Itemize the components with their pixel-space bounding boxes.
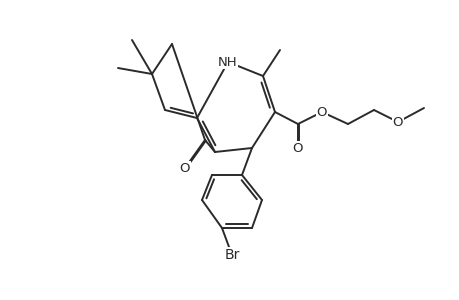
Text: O: O	[392, 116, 403, 128]
Text: O: O	[316, 106, 326, 118]
Text: O: O	[179, 161, 190, 175]
Text: O: O	[292, 142, 302, 154]
Text: NH: NH	[218, 56, 237, 68]
Text: Br: Br	[224, 248, 239, 262]
